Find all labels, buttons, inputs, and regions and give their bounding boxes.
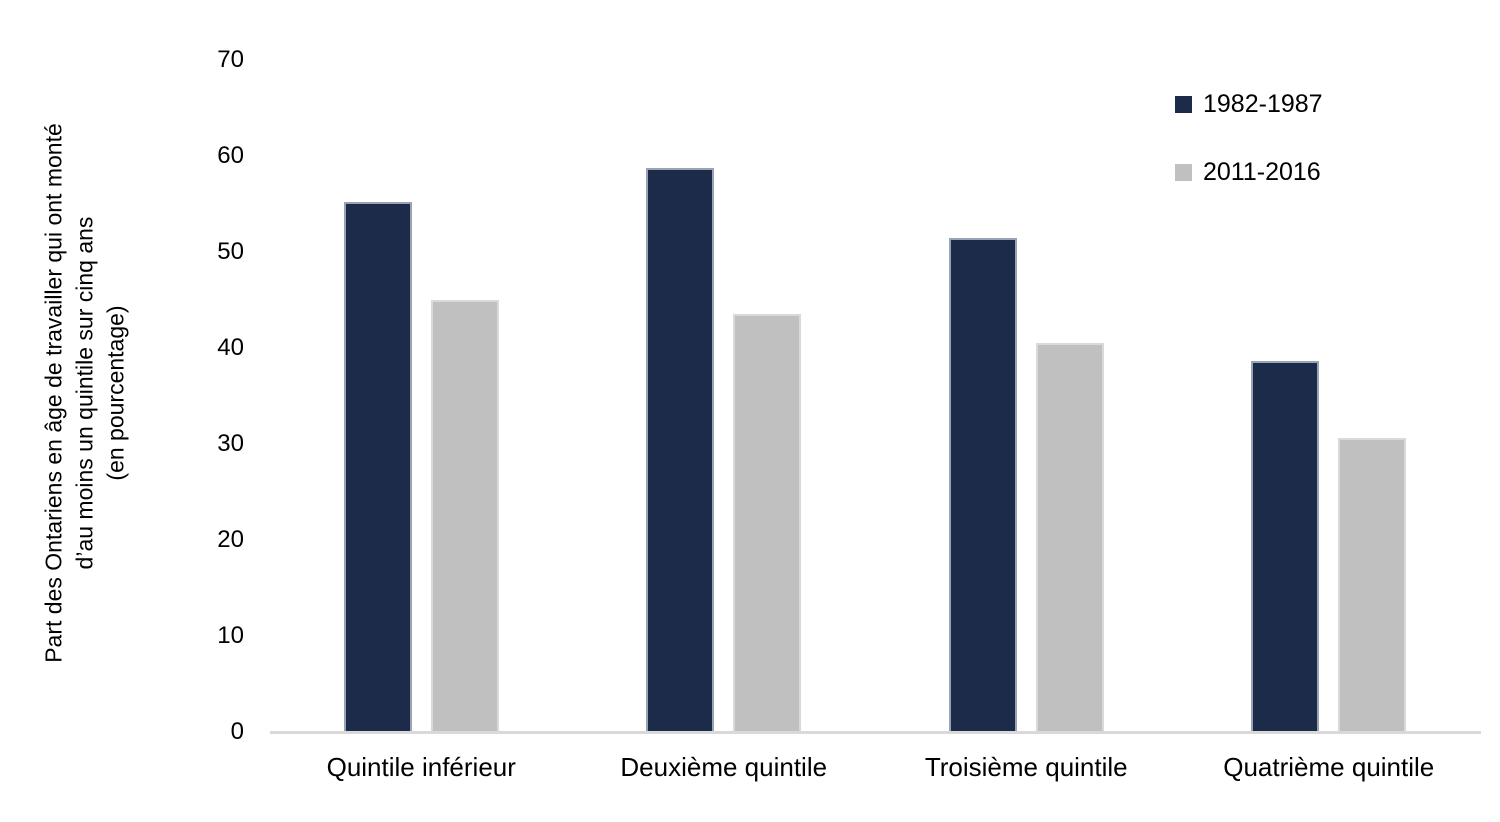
y-axis-title-line-1: Part des Ontariens en âge de travailler … xyxy=(40,123,67,663)
legend-swatch-icon-2011-2016 xyxy=(1175,163,1192,181)
x-category-label-deuxieme-quintile: Deuxième quintile xyxy=(620,752,828,782)
legend-label-2011-2016: 2011-2016 xyxy=(1203,157,1321,186)
bar-2011-2016-quatrieme-quintile xyxy=(1338,438,1407,732)
x-axis-line xyxy=(270,731,1481,734)
y-tick-label-30: 30 xyxy=(217,430,244,457)
bar-1982-1987-deuxieme-quintile xyxy=(646,168,715,732)
y-tick-label-0: 0 xyxy=(230,718,244,745)
x-category-label-troisieme-quintile: Troisième quintile xyxy=(924,752,1128,782)
legend-label-1982-1987: 1982-1987 xyxy=(1203,89,1323,118)
plot-area xyxy=(270,60,1480,732)
y-axis-title-line-3: (en pourcentage) xyxy=(102,305,129,481)
bar-1982-1987-quatrieme-quintile xyxy=(1251,361,1320,732)
x-category-label-quatrieme-quintile: Quatrième quintile xyxy=(1223,752,1435,782)
bar-2011-2016-deuxieme-quintile xyxy=(733,314,802,732)
bar-2011-2016-troisieme-quintile xyxy=(1035,343,1104,732)
y-tick-label-20: 20 xyxy=(217,526,244,553)
y-tick-label-40: 40 xyxy=(217,334,244,361)
bar-1982-1987-troisieme-quintile xyxy=(948,237,1017,732)
y-axis-title-line-2: d’au moins un quintile sur cinq ans xyxy=(71,216,98,570)
y-tick-label-50: 50 xyxy=(217,238,244,265)
legend-swatch-icon-1982-1987 xyxy=(1175,95,1192,113)
y-tick-label-60: 60 xyxy=(217,142,244,169)
y-tick-label-10: 10 xyxy=(217,622,244,649)
x-category-label-quintile-inferieur: Quintile inférieur xyxy=(326,752,516,782)
y-tick-label-70: 70 xyxy=(217,46,244,73)
legend-item-2011-2016: 2011-2016 xyxy=(1175,157,1321,186)
bar-1982-1987-quintile-inferieur xyxy=(343,202,412,732)
legend-item-1982-1987: 1982-1987 xyxy=(1175,89,1323,118)
y-axis-title: Part des Ontariens en âge de travailler … xyxy=(39,48,132,738)
bar-2011-2016-quintile-inferieur xyxy=(430,300,499,732)
